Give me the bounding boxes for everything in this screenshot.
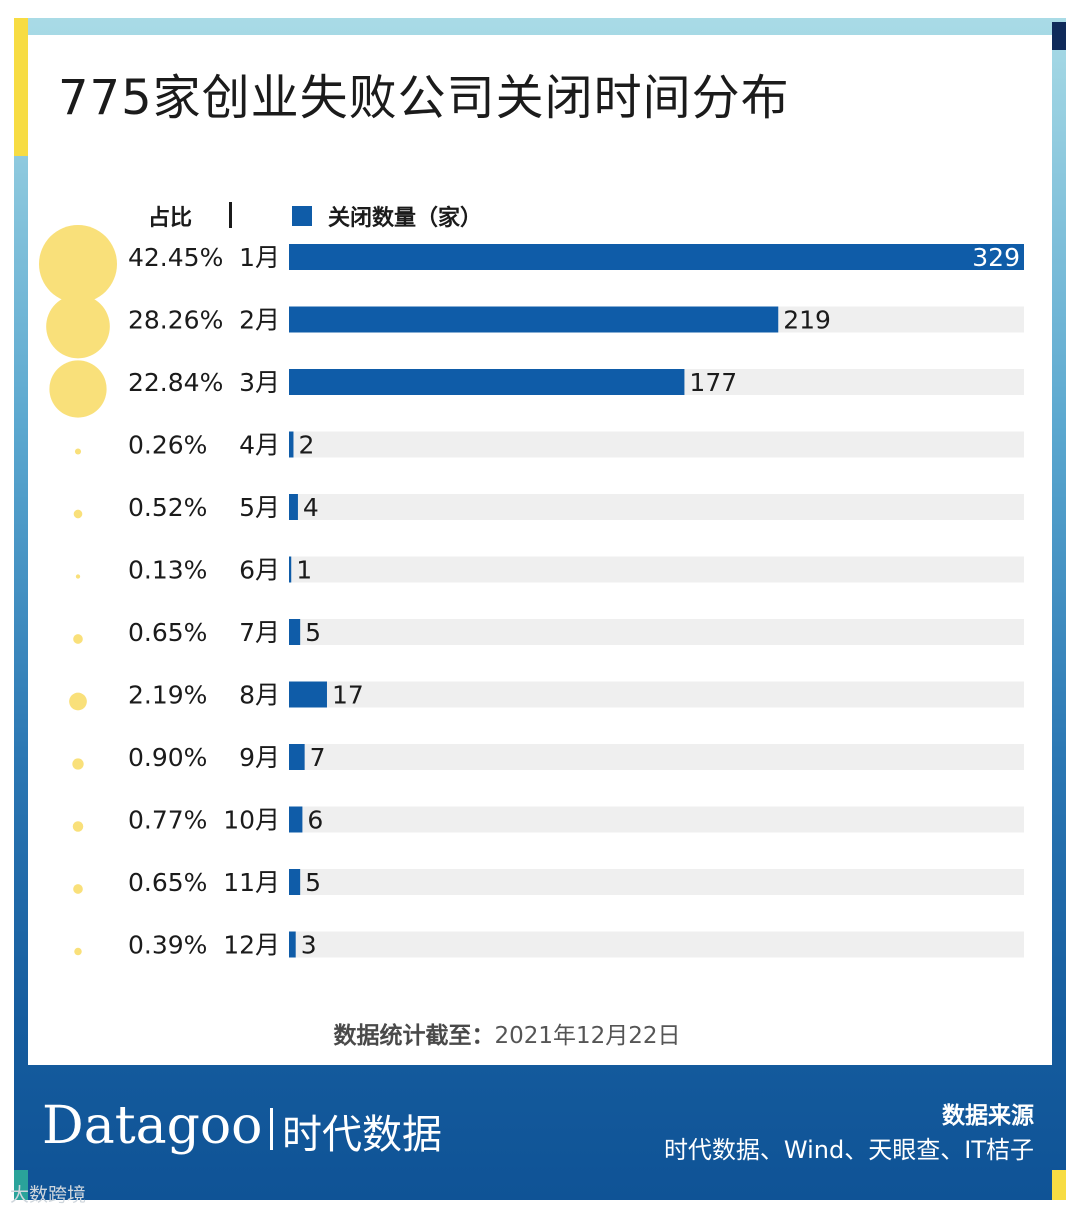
share-label: 42.45% xyxy=(128,243,223,272)
data-label: 2 xyxy=(298,431,314,460)
bar-track xyxy=(289,744,1024,770)
share-bubble xyxy=(74,448,82,455)
data-label: 6 xyxy=(307,806,323,835)
corner-watermark: 大数跨境 xyxy=(10,1184,87,1206)
bar-11 xyxy=(289,869,301,895)
bar-8 xyxy=(289,681,327,708)
accent-block-bottom-left xyxy=(14,1170,28,1200)
share-label: 0.90% xyxy=(128,743,207,772)
share-bubble xyxy=(74,947,82,956)
legend-swatch xyxy=(292,206,312,226)
share-label: 0.39% xyxy=(128,931,207,960)
brand-name: 时代数据 xyxy=(282,1112,442,1158)
share-bubble xyxy=(46,294,110,359)
share-bubble xyxy=(73,509,83,519)
category-label: 5月 xyxy=(239,493,280,522)
bar-track xyxy=(289,869,1024,895)
share-label: 0.65% xyxy=(128,618,207,647)
brand-logo: Datagoo xyxy=(42,1096,263,1156)
header-separator xyxy=(229,202,232,228)
footer-note-label: 数据统计截至： xyxy=(333,1023,495,1049)
bar-track xyxy=(289,931,1024,958)
category-label: 3月 xyxy=(239,368,280,397)
share-bubble xyxy=(69,692,87,711)
footer-note: 数据统计截至：2021年12月22日 xyxy=(0,1016,1014,1050)
share-label: 28.26% xyxy=(128,306,223,335)
bar-track xyxy=(289,806,1024,833)
share-label: 0.65% xyxy=(128,868,207,897)
data-label: 1 xyxy=(296,556,312,585)
bar-9 xyxy=(289,744,305,770)
bar-track xyxy=(289,431,1024,458)
bar-3 xyxy=(289,369,685,395)
brand-divider xyxy=(270,1108,273,1150)
data-label: 329 xyxy=(972,243,1020,272)
data-label: 5 xyxy=(305,618,321,647)
share-bubble xyxy=(49,360,107,418)
share-bubble xyxy=(73,634,83,644)
share-bubble xyxy=(73,884,83,894)
legend-label: 关闭数量（家） xyxy=(328,206,483,231)
source-list: 时代数据、Wind、天眼查、IT桔子 xyxy=(663,1136,1034,1164)
accent-block-bottom-right xyxy=(1052,1170,1066,1200)
data-label: 4 xyxy=(303,493,319,522)
bar-track xyxy=(289,681,1024,708)
data-label: 3 xyxy=(301,931,317,960)
footer-note-date: 2021年12月22日 xyxy=(494,1023,681,1049)
chart-title: 775家创业失败公司关闭时间分布 xyxy=(58,70,790,126)
share-label: 2.19% xyxy=(128,681,207,710)
share-bubble xyxy=(72,758,84,770)
data-label: 5 xyxy=(305,868,321,897)
share-column-header: 占比 xyxy=(148,206,193,231)
share-label: 22.84% xyxy=(128,368,223,397)
share-label: 0.52% xyxy=(128,493,207,522)
bar-track xyxy=(289,619,1024,645)
category-label: 10月 xyxy=(223,806,280,835)
data-label: 219 xyxy=(783,306,831,335)
category-label: 11月 xyxy=(223,868,280,897)
share-label: 0.77% xyxy=(128,806,207,835)
accent-block-navy xyxy=(1052,22,1066,50)
share-bubble xyxy=(39,225,117,303)
data-label: 17 xyxy=(332,681,364,710)
bar-7 xyxy=(289,619,301,645)
share-label: 0.26% xyxy=(128,431,207,460)
bar-6 xyxy=(289,556,292,583)
category-label: 6月 xyxy=(239,556,280,585)
category-label: 2月 xyxy=(239,306,280,335)
category-label: 1月 xyxy=(239,243,280,272)
bar-10 xyxy=(289,806,303,833)
category-label: 8月 xyxy=(239,681,280,710)
share-bubble xyxy=(75,574,81,579)
bar-2 xyxy=(289,306,779,333)
data-label: 7 xyxy=(310,743,326,772)
bar-track xyxy=(289,556,1024,583)
bar-12 xyxy=(289,931,296,958)
category-label: 9月 xyxy=(239,743,280,772)
bar-1 xyxy=(289,244,1024,270)
bar-5 xyxy=(289,494,298,520)
data-label: 177 xyxy=(689,368,737,397)
share-bubble xyxy=(72,821,84,832)
bar-track xyxy=(289,494,1024,520)
category-label: 7月 xyxy=(239,618,280,647)
bar-4 xyxy=(289,431,294,458)
accent-stripe-top xyxy=(14,18,28,156)
share-label: 0.13% xyxy=(128,556,207,585)
source-title: 数据来源 xyxy=(942,1103,1034,1129)
category-label: 12月 xyxy=(223,931,280,960)
category-label: 4月 xyxy=(239,431,280,460)
